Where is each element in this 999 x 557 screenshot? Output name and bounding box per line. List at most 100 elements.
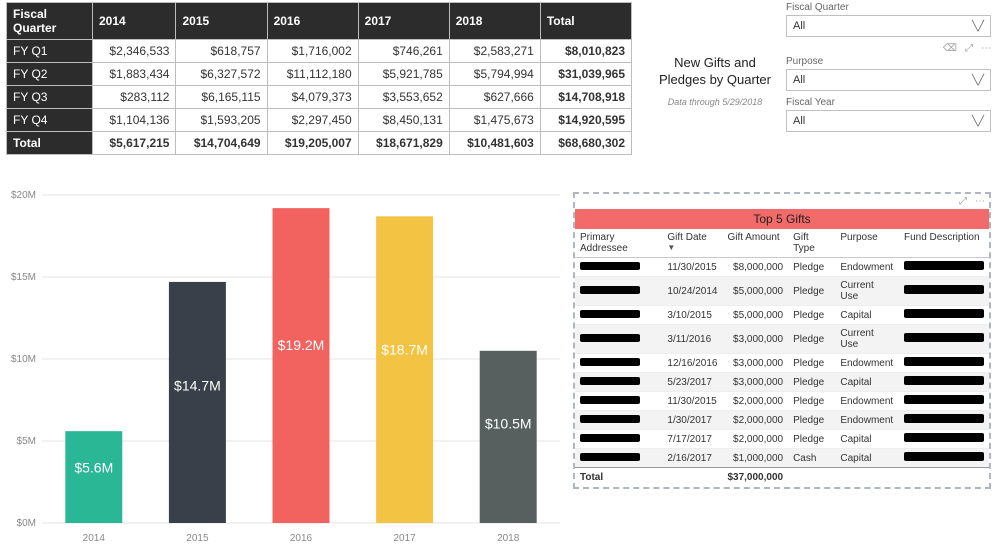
gifts-col-header[interactable]: Primary Addressee	[575, 229, 662, 258]
purpose-cell: Current Use	[835, 325, 899, 354]
table-row[interactable]: 5/23/2017$3,000,000PledgeCapital	[575, 373, 989, 392]
table-row[interactable]: 3/10/2015$5,000,000PledgeCapital	[575, 306, 989, 325]
pivot-row-header[interactable]: FY Q1	[7, 40, 93, 63]
pivot-col-header[interactable]: 2015	[176, 3, 267, 40]
table-row[interactable]: 2/16/2017$1,000,000CashCapital	[575, 449, 989, 468]
gift-type-cell: Pledge	[788, 354, 835, 373]
gift-date-cell: 3/11/2016	[662, 325, 722, 354]
more-options-icon[interactable]: ⋯	[975, 196, 985, 207]
chevron-down-icon: ╲╱	[972, 75, 984, 86]
redacted-text	[580, 262, 640, 270]
gifts-col-header[interactable]: Fund Description	[899, 229, 989, 258]
slicer-dropdown[interactable]: All╲╱	[786, 69, 991, 91]
gift-amount-cell: $1,000,000	[722, 449, 788, 468]
focus-mode-icon[interactable]: ⤢	[959, 196, 967, 207]
focus-mode-icon[interactable]: ⤢	[965, 43, 973, 54]
table-row[interactable]: 1/30/2017$2,000,000PledgeEndowment	[575, 411, 989, 430]
bar[interactable]	[169, 282, 226, 523]
report-title: New Gifts and Pledges by Quarter	[655, 55, 775, 89]
fund-desc-cell	[899, 449, 989, 468]
purpose-cell: Current Use	[835, 277, 899, 306]
purpose-cell: Endowment	[835, 258, 899, 277]
gifts-col-header[interactable]: Gift Date▼	[662, 229, 722, 258]
bar[interactable]	[376, 216, 433, 523]
redacted-text	[904, 261, 984, 270]
pivot-cell: $1,883,434	[93, 63, 176, 86]
pivot-cell: $283,112	[93, 86, 176, 109]
fund-desc-cell	[899, 306, 989, 325]
addressee-cell	[575, 277, 662, 306]
pivot-cell: $6,165,115	[176, 86, 267, 109]
purpose-cell: Capital	[835, 449, 899, 468]
bar[interactable]	[65, 431, 122, 523]
pivot-cell: $18,671,829	[358, 132, 449, 155]
pivot-cell: $10,481,603	[449, 132, 540, 155]
pivot-row-header[interactable]: FY Q3	[7, 86, 93, 109]
redacted-text	[904, 395, 984, 404]
pivot-row-header[interactable]: FY Q2	[7, 63, 93, 86]
pivot-cell: $5,921,785	[358, 63, 449, 86]
pivot-col-header[interactable]: 2018	[449, 3, 540, 40]
svg-text:$5.6M: $5.6M	[74, 459, 113, 475]
gift-type-cell: Cash	[788, 449, 835, 468]
pivot-col-header[interactable]: Total	[540, 3, 631, 40]
card-toolbar: ⤢ ⋯	[575, 194, 989, 209]
bar[interactable]	[480, 351, 537, 523]
table-row[interactable]: 10/24/2014$5,000,000PledgeCurrent Use	[575, 277, 989, 306]
slicer-value: All	[793, 20, 805, 32]
slicer-dropdown[interactable]: All╲╱	[786, 110, 991, 132]
pivot-cell: $14,704,649	[176, 132, 267, 155]
pivot-cell: $6,327,572	[176, 63, 267, 86]
svg-text:$18.7M: $18.7M	[381, 341, 428, 357]
pivot-cell: $19,205,007	[267, 132, 358, 155]
svg-text:$10.5M: $10.5M	[485, 415, 532, 431]
more-options-icon[interactable]: ⋯	[981, 43, 991, 54]
gift-type-cell: Pledge	[788, 325, 835, 354]
svg-text:$10M: $10M	[11, 354, 36, 365]
pivot-cell: $1,104,136	[93, 109, 176, 132]
svg-text:$5M: $5M	[17, 436, 36, 447]
bar[interactable]	[273, 208, 330, 523]
top5-gifts-card: ⤢ ⋯ Top 5 Gifts Primary AddresseeGift Da…	[573, 192, 991, 489]
redacted-text	[580, 310, 640, 318]
svg-text:$15M: $15M	[11, 272, 36, 283]
fund-desc-cell	[899, 325, 989, 354]
table-row[interactable]: 3/11/2016$3,000,000PledgeCurrent Use	[575, 325, 989, 354]
fund-desc-cell	[899, 354, 989, 373]
purpose-cell: Endowment	[835, 392, 899, 411]
addressee-cell	[575, 411, 662, 430]
table-row[interactable]: 11/30/2015$8,000,000PledgeEndowment	[575, 258, 989, 277]
gift-type-cell: Pledge	[788, 373, 835, 392]
gifts-col-header[interactable]: Gift Type	[788, 229, 835, 258]
table-row[interactable]: 12/16/2016$3,000,000PledgeEndowment	[575, 354, 989, 373]
clear-filter-icon[interactable]: ⌫	[943, 43, 957, 54]
report-subtitle: Data through 5/29/2018	[655, 97, 775, 107]
gifts-col-header[interactable]: Gift Amount	[722, 229, 788, 258]
table-row[interactable]: 7/17/2017$2,000,000PledgeCapital	[575, 430, 989, 449]
pivot-cell: $5,794,994	[449, 63, 540, 86]
gift-date-cell: 7/17/2017	[662, 430, 722, 449]
top5-gifts-table: Primary AddresseeGift Date▼Gift AmountGi…	[575, 229, 989, 487]
fund-desc-cell	[899, 277, 989, 306]
slicer-dropdown[interactable]: All╲╱	[786, 15, 991, 37]
table-row[interactable]: 11/30/2015$2,000,000PledgeEndowment	[575, 392, 989, 411]
redacted-text	[580, 415, 640, 423]
pivot-row-header[interactable]: FY Q4	[7, 109, 93, 132]
gift-amount-cell: $8,000,000	[722, 258, 788, 277]
redacted-text	[580, 434, 640, 442]
purpose-cell: Endowment	[835, 411, 899, 430]
pivot-cell: $746,261	[358, 40, 449, 63]
gifts-col-header[interactable]: Purpose	[835, 229, 899, 258]
fund-desc-cell	[899, 373, 989, 392]
redacted-text	[580, 358, 640, 366]
pivot-col-header[interactable]: 2017	[358, 3, 449, 40]
pivot-col-header[interactable]: 2014	[93, 3, 176, 40]
slicer: PurposeAll╲╱	[786, 56, 991, 91]
purpose-cell: Endowment	[835, 354, 899, 373]
fund-desc-cell	[899, 430, 989, 449]
svg-text:2015: 2015	[186, 533, 209, 544]
pivot-row-header[interactable]: Total	[7, 132, 93, 155]
slicer-value: All	[793, 115, 805, 127]
pivot-col-header[interactable]: 2016	[267, 3, 358, 40]
redacted-text	[580, 286, 640, 294]
